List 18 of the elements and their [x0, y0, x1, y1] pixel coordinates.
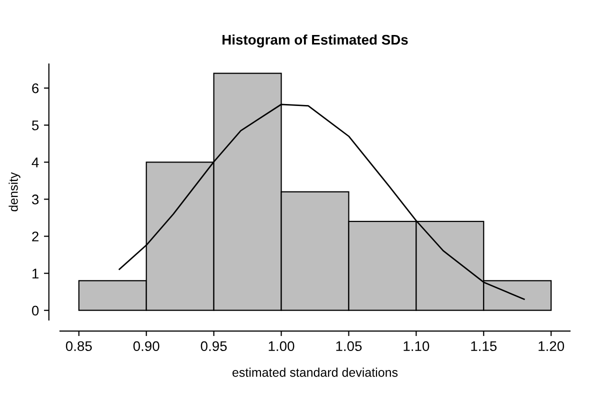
- x-tick-label: 1.00: [268, 341, 294, 352]
- x-tick-label: 1.15: [471, 341, 497, 352]
- y-tick-label: 1: [32, 268, 38, 278]
- y-tick-label: 5: [32, 120, 39, 130]
- x-axis-title: estimated standard deviations: [232, 368, 398, 377]
- x-tick-label: 1.05: [336, 341, 362, 352]
- y-tick-label: 3: [32, 194, 39, 204]
- x-tick-label: 0.85: [66, 341, 92, 352]
- y-tick-label: 4: [32, 158, 39, 168]
- x-tick-label: 0.95: [200, 341, 227, 352]
- y-tick-label: 2: [32, 232, 38, 242]
- x-tick-label: 0.90: [133, 341, 160, 352]
- chart-title: Histogram of Estimated SDs: [222, 34, 408, 48]
- y-axis-title: density: [8, 172, 20, 212]
- x-tick-label: 1.20: [538, 341, 564, 352]
- y-tick-label: 6: [32, 83, 39, 94]
- x-tick-label: 1.10: [404, 341, 430, 352]
- y-tick-label: 0: [32, 306, 39, 316]
